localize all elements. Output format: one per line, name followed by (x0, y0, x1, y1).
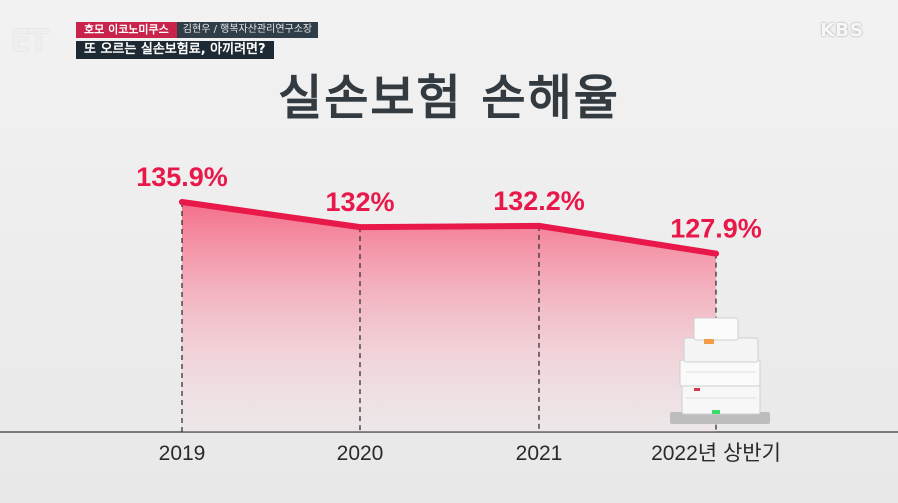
x-tick-label: 2020 (337, 442, 384, 465)
broadcast-caption: 호모 이코노미쿠스 김현우 / 행복자산관리연구소장 또 오르는 실손보험료, … (76, 22, 319, 59)
paper-stack-illustration (670, 317, 770, 424)
data-point (536, 222, 542, 229)
data-label: 132.2% (493, 186, 585, 216)
series-line (179, 199, 719, 257)
data-point (357, 224, 363, 231)
data-label: 132% (325, 187, 394, 217)
headline: 또 오르는 실손보험료, 아끼려면? (76, 41, 274, 59)
chart-title: 실손보험 손해율 (278, 70, 620, 126)
data-point (713, 250, 719, 257)
data-point (179, 199, 185, 205)
data-label: 127.9% (670, 214, 762, 244)
guest-name: 김현우 / 행복자산관리연구소장 (176, 22, 319, 38)
program-name: 호모 이코노미쿠스 (76, 22, 177, 38)
x-tick-label: 2022년 상반기 (651, 442, 781, 465)
kbs-logo: KBS (820, 20, 864, 41)
area-fill (182, 202, 716, 432)
x-tick-label: 2019 (159, 442, 206, 465)
data-label: 135.9% (136, 162, 228, 192)
et-logo: ET (10, 24, 49, 59)
x-tick-label: 2021 (516, 442, 563, 465)
